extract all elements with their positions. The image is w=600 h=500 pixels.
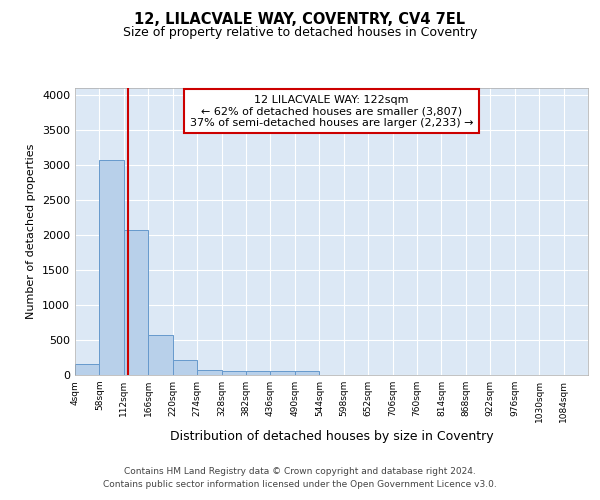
X-axis label: Distribution of detached houses by size in Coventry: Distribution of detached houses by size … bbox=[170, 430, 493, 444]
Y-axis label: Number of detached properties: Number of detached properties bbox=[26, 144, 37, 319]
Text: Contains HM Land Registry data © Crown copyright and database right 2024.: Contains HM Land Registry data © Crown c… bbox=[124, 467, 476, 476]
Text: Contains public sector information licensed under the Open Government Licence v3: Contains public sector information licen… bbox=[103, 480, 497, 489]
Bar bbox=[221, 371, 246, 375]
Text: 12 LILACVALE WAY: 122sqm
← 62% of detached houses are smaller (3,807)
37% of sem: 12 LILACVALE WAY: 122sqm ← 62% of detach… bbox=[190, 94, 473, 128]
Text: Size of property relative to detached houses in Coventry: Size of property relative to detached ho… bbox=[123, 26, 477, 39]
Text: 12, LILACVALE WAY, COVENTRY, CV4 7EL: 12, LILACVALE WAY, COVENTRY, CV4 7EL bbox=[134, 12, 466, 28]
Bar bbox=[246, 371, 271, 375]
Bar bbox=[295, 372, 319, 375]
Bar bbox=[124, 230, 148, 375]
Bar bbox=[271, 372, 295, 375]
Bar bbox=[173, 360, 197, 375]
Bar bbox=[75, 364, 100, 375]
Bar bbox=[100, 160, 124, 375]
Bar bbox=[148, 335, 173, 375]
Bar bbox=[197, 370, 221, 375]
